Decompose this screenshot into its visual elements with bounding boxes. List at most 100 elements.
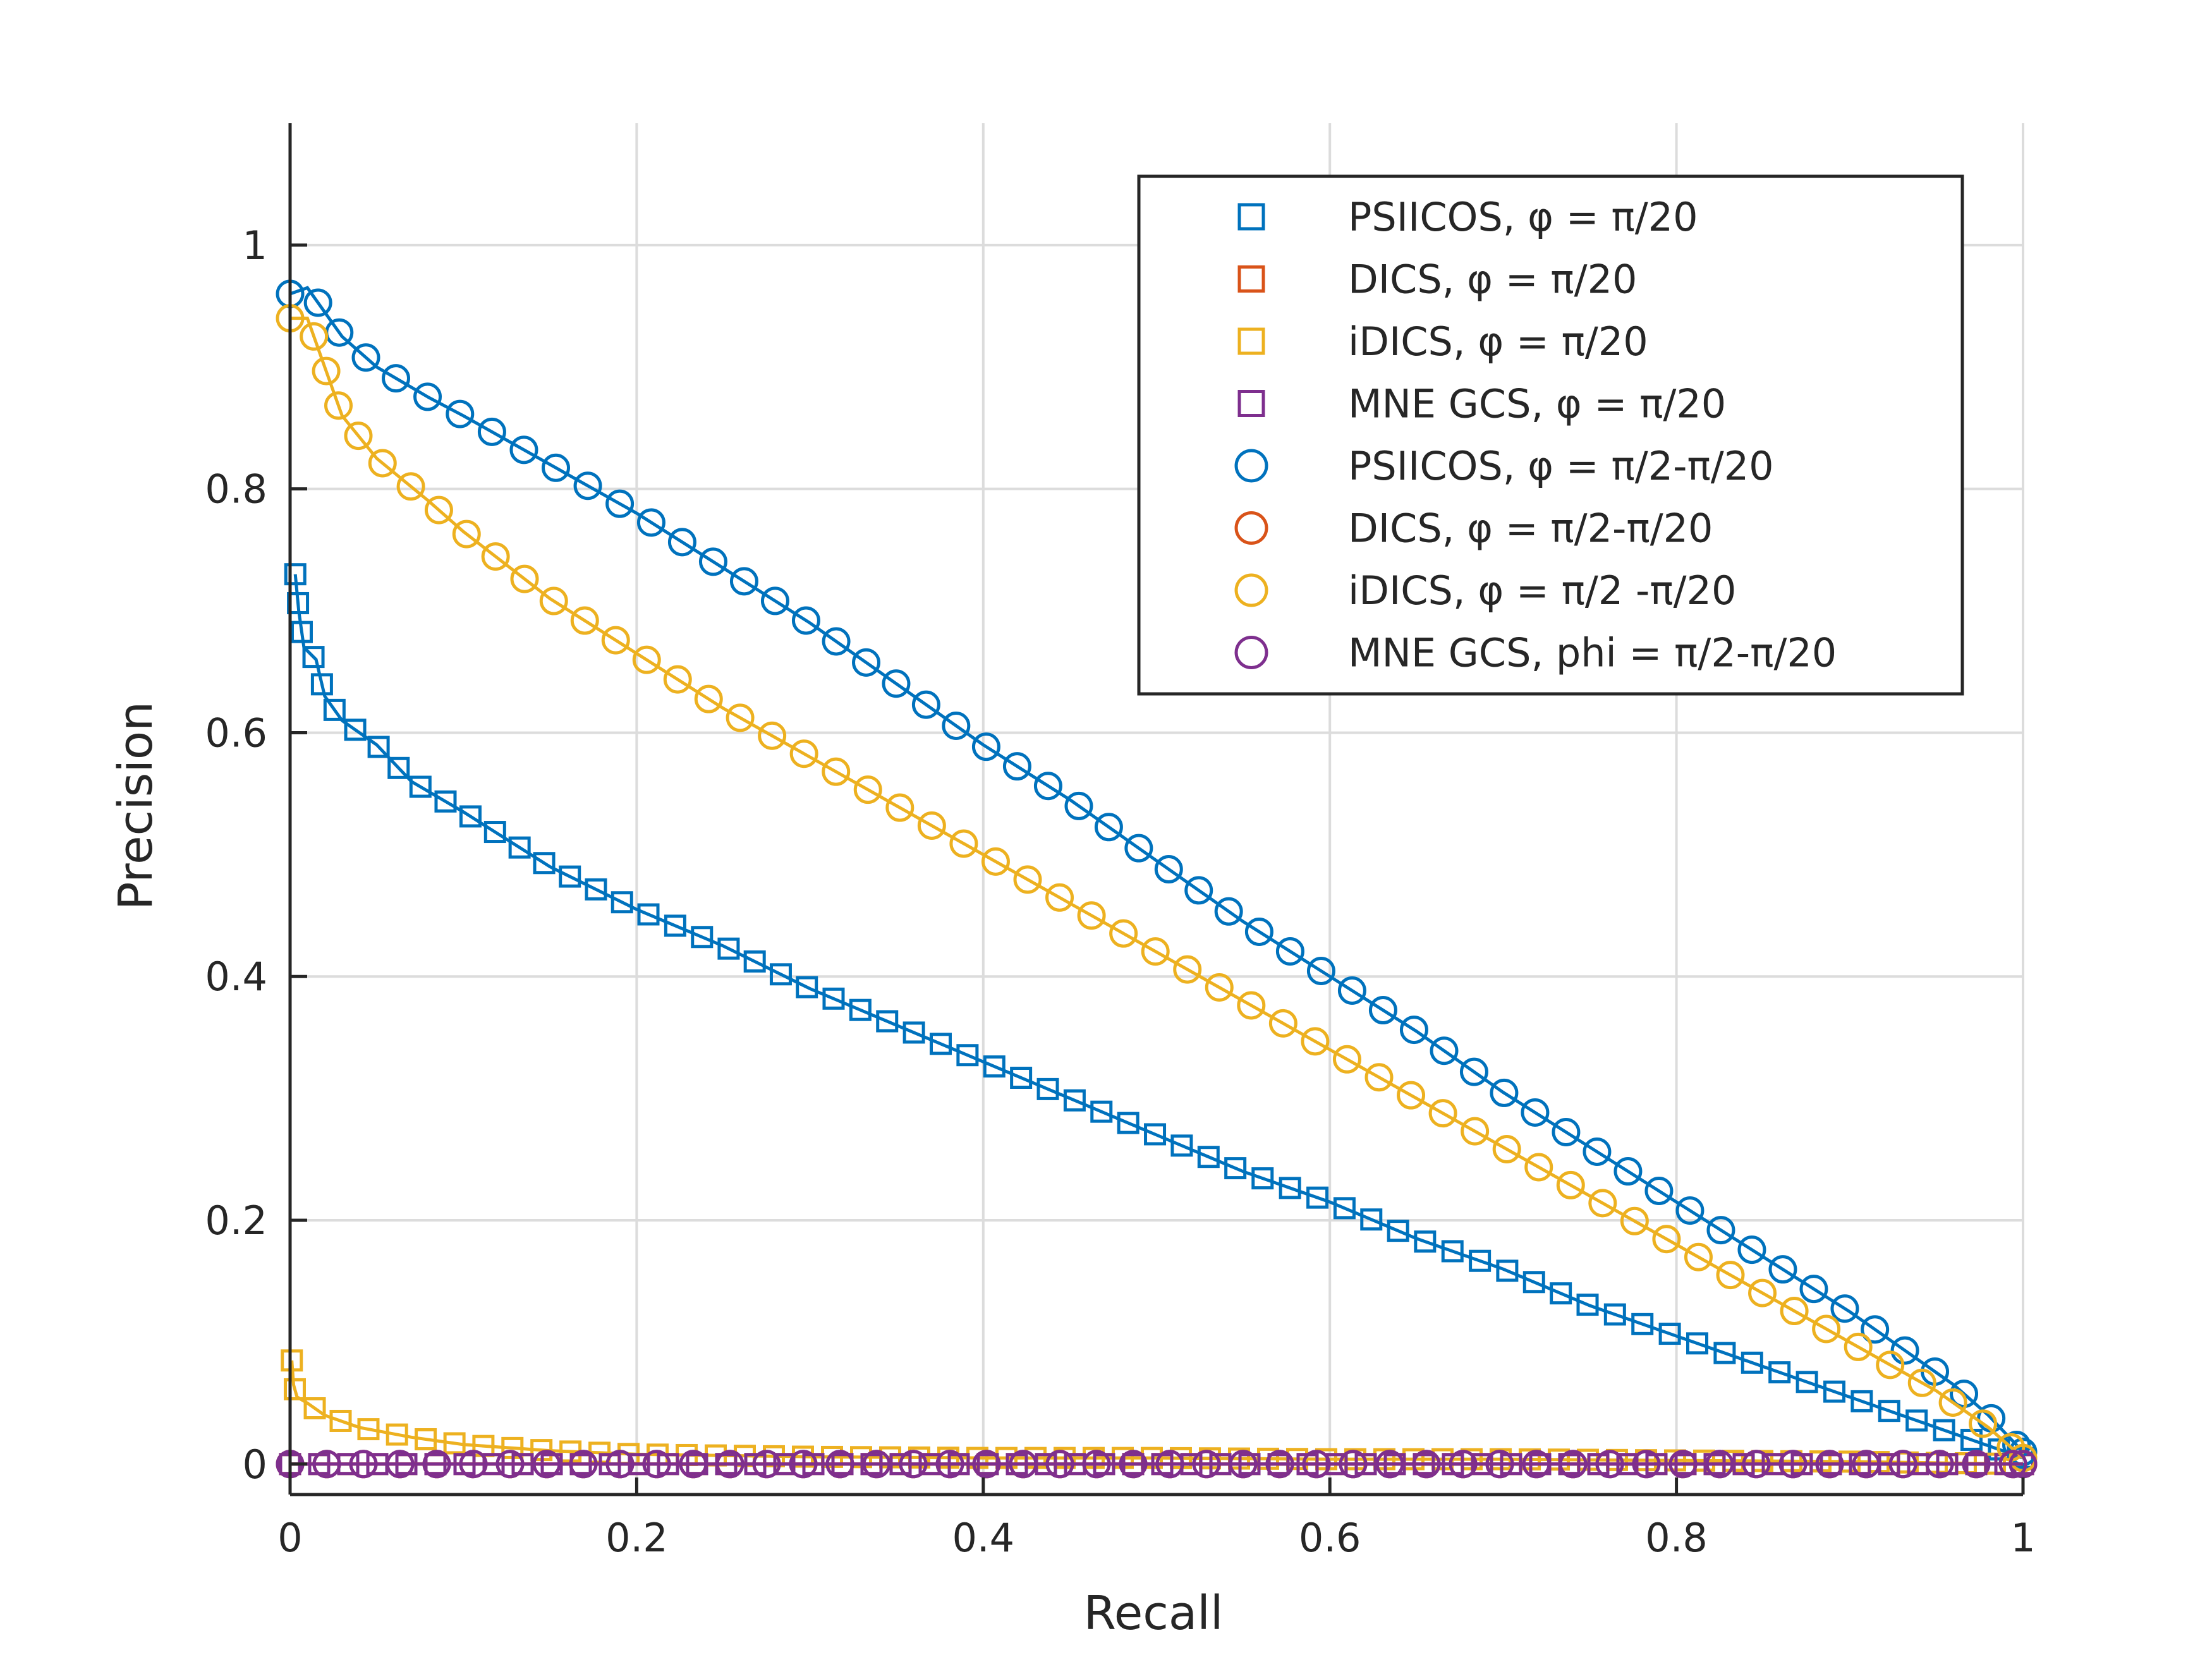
data-point: [1907, 1368, 1936, 1397]
data-point: [796, 976, 818, 998]
data-point: [1496, 1259, 1519, 1282]
data-point: [1522, 1271, 1545, 1294]
data-point: [1237, 991, 1266, 1020]
data-point: [510, 564, 539, 593]
data-point: [1550, 1282, 1572, 1305]
legend-marker: [1234, 636, 1268, 669]
data-point: [573, 471, 602, 500]
data-point: [1332, 1045, 1361, 1074]
data-point: [1588, 1189, 1617, 1218]
data-point: [1888, 1450, 1917, 1479]
data-point: [1205, 973, 1234, 1002]
data-point: [1197, 1146, 1220, 1168]
data-point: [972, 1450, 1001, 1479]
data-point: [1002, 752, 1031, 781]
data-point: [1830, 1294, 1859, 1323]
data-point: [981, 847, 1010, 876]
data-point: [715, 1450, 744, 1479]
data-point: [585, 878, 607, 901]
data-point: [1192, 1450, 1221, 1479]
data-point: [302, 646, 325, 669]
legend-entry-label: MNE GCS, phi = π/2-π/20: [1348, 630, 1837, 676]
data-point: [929, 1033, 952, 1055]
data-point: [822, 987, 845, 1010]
data-point: [1998, 1450, 2027, 1479]
data-point: [1796, 1371, 1818, 1393]
data-point: [386, 1423, 408, 1446]
data-point: [1938, 1388, 1967, 1417]
data-point: [1428, 1099, 1457, 1128]
data-point: [310, 673, 333, 696]
series-group: [284, 563, 2034, 1469]
data-point: [413, 382, 442, 411]
data-point: [1251, 1167, 1274, 1190]
data-point: [1306, 956, 1335, 985]
data-point: [942, 712, 971, 741]
data-point: [636, 508, 665, 537]
data-point: [424, 495, 453, 525]
data-point: [1799, 1275, 1828, 1304]
data-point: [1387, 1220, 1409, 1242]
data-point: [899, 1450, 928, 1479]
data-point: [1595, 1450, 1624, 1479]
data-point: [1141, 937, 1170, 966]
data-point: [694, 684, 723, 713]
data-point: [477, 417, 506, 446]
data-point: [284, 563, 307, 586]
legend-marker: [1237, 203, 1265, 231]
data-point: [283, 1378, 306, 1400]
data-point: [281, 1349, 303, 1372]
data-point: [769, 963, 792, 986]
data-point: [349, 1450, 378, 1479]
data-point: [357, 1418, 380, 1441]
data-point: [1485, 1450, 1514, 1479]
legend-marker: [1237, 390, 1265, 417]
data-point: [1583, 1137, 1612, 1167]
data-point: [1861, 1315, 1890, 1344]
data-point: [1686, 1332, 1709, 1355]
data-point: [743, 950, 766, 973]
data-point: [387, 756, 410, 779]
data-point: [637, 903, 660, 926]
y-tick-label: 1: [243, 222, 267, 269]
data-point: [508, 836, 531, 859]
data-point: [1713, 1342, 1736, 1364]
data-point: [1741, 1351, 1763, 1374]
data-point: [876, 1010, 899, 1033]
data-point: [452, 519, 481, 549]
data-point: [1823, 1380, 1845, 1403]
data-point: [323, 698, 346, 721]
data-point: [1144, 1123, 1167, 1146]
data-point: [459, 805, 482, 828]
data-point: [1009, 1450, 1038, 1479]
data-point: [1844, 1332, 1873, 1361]
data-point: [434, 790, 457, 813]
data-point: [698, 547, 727, 576]
data-point: [1706, 1216, 1735, 1245]
data-point: [1036, 1077, 1059, 1100]
data-point: [642, 1450, 671, 1479]
data-point: [559, 865, 581, 888]
data-point: [1905, 1409, 1928, 1432]
data-point: [483, 821, 506, 844]
data-point: [1559, 1450, 1588, 1479]
data-point: [303, 1397, 326, 1420]
data-point: [1077, 901, 1106, 930]
data-point: [344, 422, 373, 451]
data-point: [664, 914, 686, 937]
data-point: [1768, 1361, 1791, 1384]
data-point: [1675, 1196, 1705, 1225]
data-point: [351, 343, 380, 372]
data-point: [1778, 1450, 1808, 1479]
data-point: [885, 793, 915, 822]
data-point: [1399, 1016, 1428, 1045]
data-point: [956, 1044, 979, 1067]
data-point: [601, 626, 630, 655]
data-point: [882, 669, 911, 698]
data-point: [1414, 1230, 1437, 1253]
data-point: [1109, 919, 1138, 948]
data-point: [1119, 1450, 1148, 1479]
data-point: [1082, 1450, 1111, 1479]
y-tick-label: 0: [243, 1441, 267, 1488]
data-point: [1064, 791, 1093, 820]
